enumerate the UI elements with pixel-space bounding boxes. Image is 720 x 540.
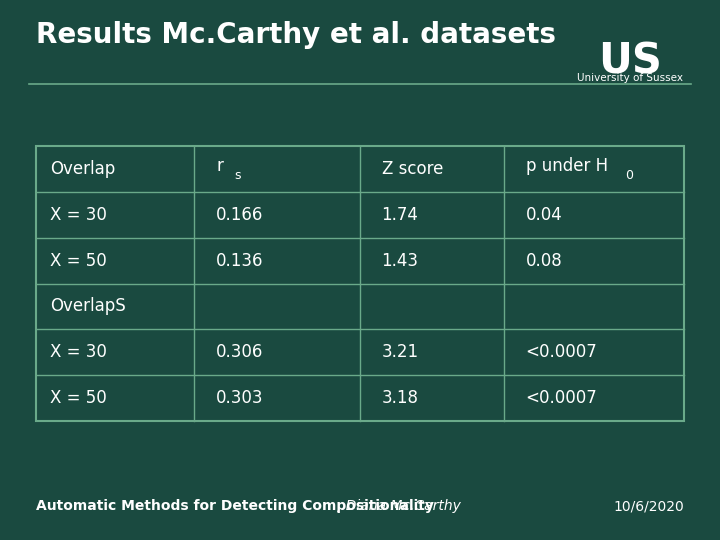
Text: US: US <box>598 40 662 83</box>
Text: Z score: Z score <box>382 160 443 178</box>
Text: <0.0007: <0.0007 <box>526 389 598 407</box>
Text: 0.136: 0.136 <box>216 252 264 269</box>
Text: X = 50: X = 50 <box>50 389 107 407</box>
Text: X = 30: X = 30 <box>50 206 107 224</box>
Text: 0: 0 <box>625 168 633 182</box>
Text: X = 30: X = 30 <box>50 343 107 361</box>
Text: 0.303: 0.303 <box>216 389 264 407</box>
Text: s: s <box>235 168 241 182</box>
Text: 10/6/2020: 10/6/2020 <box>613 499 684 513</box>
Text: 3.21: 3.21 <box>382 343 419 361</box>
Text: OverlapS: OverlapS <box>50 298 126 315</box>
Text: 0.306: 0.306 <box>216 343 264 361</box>
Text: 3.18: 3.18 <box>382 389 418 407</box>
Text: 0.166: 0.166 <box>216 206 264 224</box>
Text: , Diana Mc.Carthy: , Diana Mc.Carthy <box>337 499 461 513</box>
Bar <box>36 146 684 421</box>
Text: <0.0007: <0.0007 <box>526 343 598 361</box>
Text: 1.43: 1.43 <box>382 252 418 269</box>
Text: Results Mc.Carthy et al. datasets: Results Mc.Carthy et al. datasets <box>36 21 556 49</box>
Text: r: r <box>216 157 223 175</box>
Text: Overlap: Overlap <box>50 160 116 178</box>
Text: Automatic Methods for Detecting Compositionality: Automatic Methods for Detecting Composit… <box>36 499 434 513</box>
Text: 1.74: 1.74 <box>382 206 418 224</box>
Text: p under H: p under H <box>526 157 608 175</box>
Text: X = 50: X = 50 <box>50 252 107 269</box>
Text: University of Sussex: University of Sussex <box>577 73 683 83</box>
Text: 0.08: 0.08 <box>526 252 562 269</box>
Text: 0.04: 0.04 <box>526 206 562 224</box>
